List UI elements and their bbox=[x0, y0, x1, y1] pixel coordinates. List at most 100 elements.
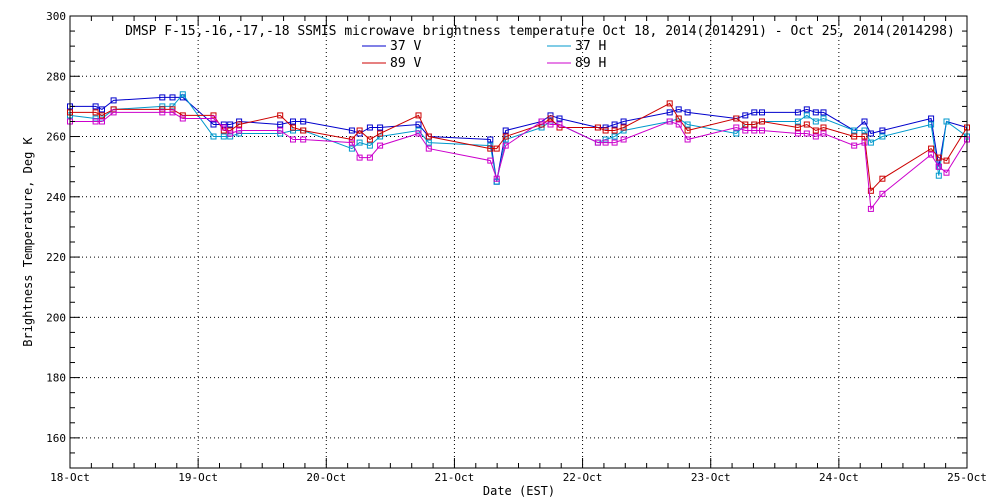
y-tick-label: 200 bbox=[46, 311, 66, 324]
data-point-37-h bbox=[812, 118, 819, 125]
data-point-89-h bbox=[733, 124, 740, 131]
data-point-89-v bbox=[733, 115, 740, 122]
data-point-37-v bbox=[684, 109, 691, 116]
data-point-89-v bbox=[602, 127, 609, 134]
data-point-89-h bbox=[502, 142, 509, 149]
data-point-89-v bbox=[99, 112, 105, 119]
data-point-37-h bbox=[928, 121, 935, 128]
data-point-37-h bbox=[611, 133, 618, 140]
x-tick-label: 24-Oct bbox=[819, 471, 859, 484]
data-point-37-h bbox=[851, 127, 858, 134]
y-tick-label: 280 bbox=[46, 70, 66, 83]
data-point-37-v bbox=[751, 109, 758, 116]
data-point-37-v bbox=[366, 124, 373, 131]
chart-title: DMSP F-15,-16,-17,-18 SSMIS microwave br… bbox=[125, 24, 955, 39]
data-point-37-v bbox=[861, 118, 868, 125]
data-point-89-h bbox=[425, 145, 432, 152]
data-point-37-v bbox=[928, 115, 935, 122]
data-point-89-h bbox=[179, 115, 186, 122]
data-point-89-h bbox=[759, 127, 765, 134]
data-point-37-v bbox=[820, 109, 827, 116]
data-point-89-h bbox=[794, 130, 801, 137]
data-point-37-v bbox=[348, 127, 355, 134]
data-point-89-h bbox=[675, 121, 682, 128]
series-line-37-v bbox=[70, 96, 968, 182]
data-point-89-v bbox=[425, 133, 432, 140]
data-point-89-h bbox=[277, 127, 284, 134]
data-point-37-v bbox=[227, 121, 234, 128]
series-37-v bbox=[67, 94, 970, 185]
data-point-89-h bbox=[594, 139, 601, 146]
data-point-89-h bbox=[861, 139, 868, 146]
data-point-89-h bbox=[236, 127, 243, 134]
x-tick-label: 22-Oct bbox=[563, 471, 603, 484]
plot-frame bbox=[69, 15, 968, 469]
data-point-37-v bbox=[415, 121, 422, 128]
data-point-37-h bbox=[794, 118, 801, 125]
data-point-89-v bbox=[210, 112, 217, 119]
legend-item-37-h: 37 H bbox=[547, 39, 606, 54]
data-point-89-h bbox=[159, 109, 166, 116]
data-point-37-v bbox=[759, 109, 765, 116]
data-point-89-v bbox=[620, 124, 627, 131]
data-point-89-v bbox=[861, 133, 868, 140]
data-point-89-v bbox=[812, 127, 819, 134]
data-point-89-h bbox=[812, 133, 819, 140]
data-point-89-v bbox=[751, 121, 758, 128]
data-point-89-h bbox=[556, 121, 563, 128]
x-tick-label: 21-Oct bbox=[435, 471, 475, 484]
data-point-37-v bbox=[879, 127, 886, 134]
data-point-37-v bbox=[487, 136, 494, 143]
legend-label: 89 H bbox=[575, 56, 606, 71]
data-point-89-v bbox=[502, 133, 509, 140]
data-point-89-h bbox=[803, 130, 810, 137]
data-point-89-h bbox=[220, 124, 227, 131]
data-point-37-v bbox=[742, 112, 749, 119]
data-point-89-v bbox=[236, 121, 243, 128]
data-point-37-h bbox=[820, 115, 827, 122]
data-point-89-v bbox=[742, 121, 749, 128]
data-point-37-h bbox=[425, 139, 432, 146]
data-point-89-v bbox=[92, 109, 99, 116]
data-point-37-h bbox=[861, 127, 868, 134]
legend-item-89-h: 89 H bbox=[547, 56, 606, 71]
data-point-37-h bbox=[867, 139, 874, 146]
data-point-89-h bbox=[684, 136, 691, 143]
data-point-89-h bbox=[169, 109, 176, 116]
data-point-37-v bbox=[620, 118, 627, 125]
data-point-89-v bbox=[803, 121, 810, 128]
data-point-37-v bbox=[666, 109, 673, 116]
data-point-37-v bbox=[867, 130, 874, 137]
data-point-89-h bbox=[110, 109, 117, 116]
data-point-89-v bbox=[879, 175, 886, 182]
data-point-89-v bbox=[300, 127, 307, 134]
series-89-h bbox=[67, 109, 970, 212]
y-tick-label: 180 bbox=[46, 372, 66, 385]
data-point-37-v bbox=[159, 94, 166, 101]
data-point-37-v bbox=[110, 97, 117, 104]
y-tick-label: 240 bbox=[46, 191, 66, 204]
data-point-89-v bbox=[928, 145, 935, 152]
data-point-37-v bbox=[675, 106, 682, 113]
tick-labels: 18-Oct 19-Oct 20-Oct 21-Oct 22-Oct 23-Oct 24-O… bbox=[46, 10, 987, 484]
legend-label: 37 H bbox=[575, 39, 606, 54]
data-point-89-h bbox=[742, 127, 749, 134]
data-point-89-v bbox=[377, 130, 384, 137]
data-point-89-h bbox=[928, 151, 935, 158]
data-point-37-h bbox=[366, 142, 373, 149]
y-tick-label: 160 bbox=[46, 432, 66, 445]
data-point-37-v bbox=[300, 118, 307, 125]
y-tick-label: 260 bbox=[46, 131, 66, 144]
data-point-89-v bbox=[820, 124, 827, 131]
data-point-89-h bbox=[851, 142, 858, 149]
data-point-89-h bbox=[538, 118, 545, 125]
x-tick-label: 19-Oct bbox=[178, 471, 218, 484]
data-point-37-h bbox=[803, 112, 810, 119]
data-point-89-v bbox=[867, 187, 874, 194]
data-point-37-h bbox=[179, 91, 186, 98]
data-point-37-v bbox=[812, 109, 819, 116]
series-line-37-h bbox=[69, 93, 968, 182]
x-axis-title: Date (EST) bbox=[483, 484, 555, 498]
data-point-89-h bbox=[879, 190, 886, 197]
data-point-37-h bbox=[348, 145, 355, 152]
